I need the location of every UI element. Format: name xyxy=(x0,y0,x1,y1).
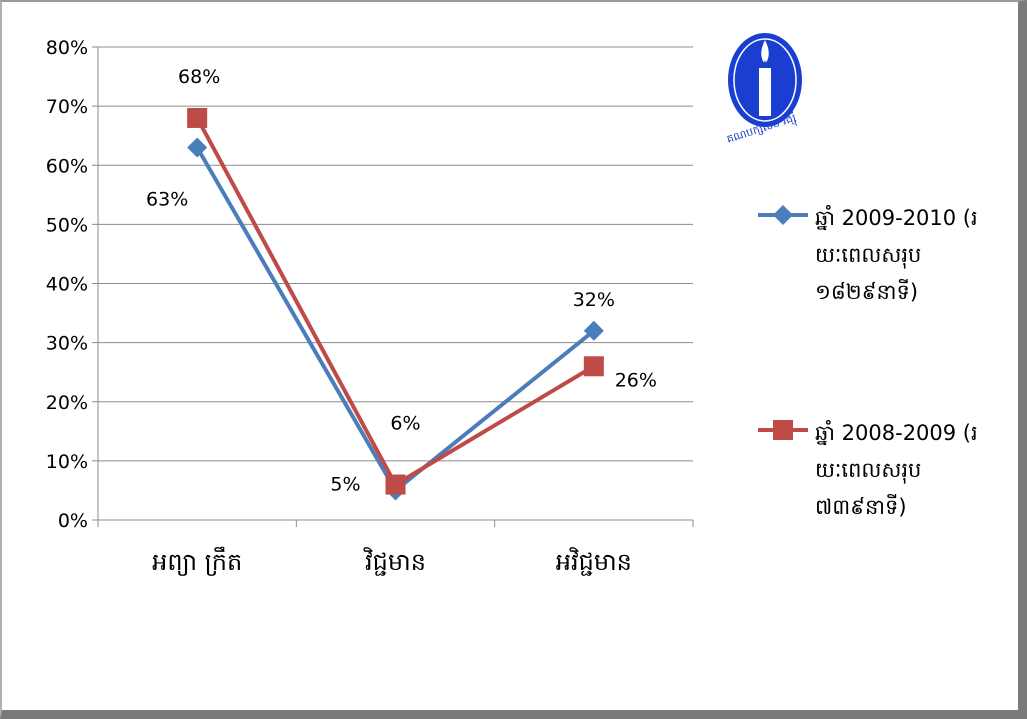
data-label: 63% xyxy=(146,189,188,211)
legend-label: យៈពេលសរុប xyxy=(815,458,921,484)
y-axis-ticks: 0% 10% 20% 30% 40% 50% 60% 70% 80% xyxy=(46,37,88,532)
square-marker xyxy=(773,420,793,440)
data-labels: 63% 5% 32% 68% 6% 26% xyxy=(146,66,657,495)
legend-label: ឆ្នាំ 2008-2009 (រ xyxy=(815,420,978,446)
y-tick-label: 60% xyxy=(46,155,88,177)
series-line xyxy=(195,146,596,493)
data-label: 26% xyxy=(615,369,657,391)
series-group xyxy=(187,107,604,501)
diamond-marker xyxy=(187,137,208,158)
x-category-label: វិជ្ជមាន xyxy=(363,547,426,576)
data-label: 68% xyxy=(178,66,220,88)
diamond-marker xyxy=(583,320,604,341)
legend-label: ឆ្នាំ 2009-2010 (រ xyxy=(815,205,978,231)
y-tick-label: 30% xyxy=(46,333,88,355)
legend-label: ១៨២៩នាទី) xyxy=(815,279,918,304)
square-marker xyxy=(583,356,604,377)
legend-label: យៈពេលសរុប xyxy=(815,243,921,269)
y-tick-label: 20% xyxy=(46,392,88,414)
x-axis-categories: អព្យា ក្រឹត វិជ្ជមាន អវិជ្ជមាន xyxy=(152,546,632,576)
legend: ឆ្នាំ 2009-2010 (រយៈពេលសរុប១៨២៩នាទី)ឆ្នា… xyxy=(758,205,978,519)
y-tick-label: 50% xyxy=(46,214,88,236)
axes xyxy=(92,46,694,527)
data-label: 6% xyxy=(390,413,420,435)
candle-logo-icon xyxy=(728,33,802,127)
y-tick-label: 70% xyxy=(46,96,88,118)
square-marker xyxy=(385,474,406,495)
legend-label: ៧៣៩នាទី) xyxy=(815,494,907,519)
gridlines xyxy=(98,46,693,462)
square-marker xyxy=(187,107,208,128)
x-category-label: អព្យា ក្រឹត xyxy=(152,546,242,576)
diamond-marker xyxy=(773,205,793,225)
y-tick-label: 10% xyxy=(46,451,88,473)
data-label: 32% xyxy=(573,289,615,311)
data-label: 5% xyxy=(330,473,360,495)
y-tick-label: 0% xyxy=(58,510,88,532)
x-category-label: អវិជ្ជមាន xyxy=(556,547,632,576)
y-tick-label: 80% xyxy=(46,37,88,59)
y-tick-label: 40% xyxy=(46,274,88,296)
